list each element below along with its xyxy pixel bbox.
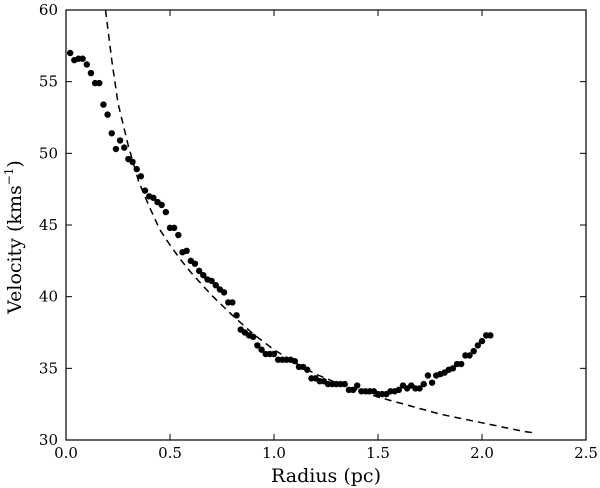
data-point [112,145,120,153]
y-axis-label: Velocity (kms−1) [2,160,26,315]
x-tick-label: 2.0 [470,444,494,462]
data-point [270,350,278,358]
x-axis-ticks: 0.0 0.5 1.0 1.5 2.0 2.5 [54,10,598,462]
y-axis-label-text: Velocity (kms [4,185,26,315]
data-point [233,312,240,319]
data-point [416,385,423,392]
x-axis-label: Radius (pc) [271,465,381,487]
data-point [121,144,128,151]
data-point [229,299,236,306]
data-point [424,372,432,379]
x-tick-label: 0.0 [54,444,78,462]
data-point [420,380,427,388]
data-point [175,231,182,239]
y-tick-label: 40 [39,288,58,306]
data-point [183,247,190,254]
data-point [100,101,107,108]
data-point [428,379,436,386]
y-axis-label-unit-superscript: −1 [2,168,16,186]
y-tick-label: 60 [39,1,58,19]
y-tick-label: 50 [39,144,58,162]
data-point [96,79,103,87]
x-tick-label: 1.0 [262,444,286,462]
data-point [250,333,257,340]
data-point [395,386,402,394]
model-curve [104,10,535,434]
data-point [474,342,482,349]
data-point [83,61,91,68]
y-axis-label-close: ) [4,160,26,167]
x-tick-label: 1.5 [366,444,390,462]
data-point [470,347,477,355]
y-tick-label: 35 [39,359,58,377]
data-point [208,277,215,285]
data-point [170,224,178,232]
data-point [220,289,228,296]
data-point [150,194,157,201]
data-point [458,360,465,368]
data-point [195,267,203,275]
y-tick-label: 55 [39,73,58,91]
data-point [487,332,494,339]
data-point [478,337,486,345]
y-tick-label: 45 [39,216,58,234]
x-tick-label: 0.5 [158,444,182,462]
data-point [108,130,115,137]
data-point [449,365,457,372]
data-point [466,352,473,359]
data-point [354,382,361,389]
data-point [116,137,124,144]
x-tick-label: 2.5 [574,444,598,462]
y-tick-label: 30 [39,431,58,449]
data-point [79,55,86,62]
data-point [191,260,199,267]
data-point [212,282,219,289]
data-point [162,208,170,216]
data-point [87,69,95,77]
data-point [66,49,74,57]
data-point [137,173,145,180]
data-point [104,111,111,118]
data-point [129,158,136,166]
data-point [254,342,261,349]
plot-frame [65,9,587,441]
data-point [200,271,207,279]
data-point [158,201,165,209]
y-axis-ticks: 30 35 40 45 50 55 60 [39,1,586,449]
data-point [258,346,265,353]
plot-area [66,10,535,434]
